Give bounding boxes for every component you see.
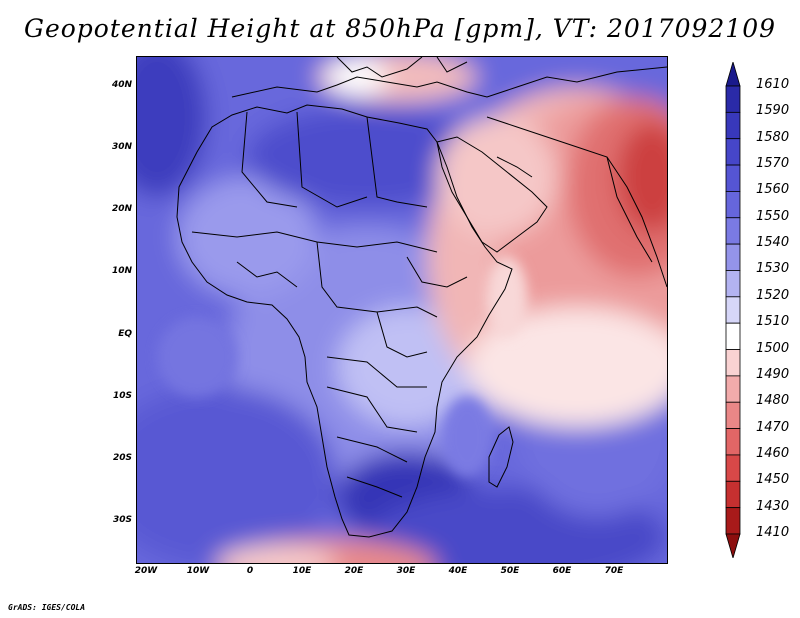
lat-label-20n: 20N [111,204,132,214]
colorbar-swatch [725,85,741,113]
colorbar-swatch [725,507,741,535]
coastlines [176,57,667,538]
colorbar-level-label: 1500 [756,340,790,356]
colorbar-level-label: 1460 [756,445,790,461]
colorbar-bottom-triangle [725,533,741,558]
lon-label-10w: 10W [186,566,210,576]
page-title: Geopotential Height at 850hPa [gpm], VT:… [23,14,777,43]
colorbar-swatch [725,138,741,166]
grads-credit: GrADS: IGES/COLA [8,603,86,612]
colorbar-swatch [725,270,741,298]
lat-label-eq: EQ [118,329,132,339]
lat-label-30n: 30N [111,142,132,152]
colorbar-level-label: 1520 [756,287,790,303]
colorbar-top-triangle [725,62,741,87]
colorbar-level-label: 1550 [756,208,790,224]
lon-label-40e: 40E [448,566,468,576]
lat-label-20s: 20S [112,453,132,463]
lat-label-10s: 10S [112,391,132,401]
colorbar-level-label: 1410 [756,525,790,540]
lat-label-10n: 10N [111,266,132,276]
lon-label-0: 0 [246,566,254,576]
colorbar-swatch [725,401,741,429]
colorbar: 1610 1590 1580 1570 1560 1550 1540 1530 1520 1510… [722,62,800,558]
colorbar-level-label: 1450 [756,472,790,488]
field-shading [137,57,667,563]
lat-label-40n: 40N [111,80,132,90]
colorbar-swatch [725,428,741,456]
lat-label-30s: 30S [112,515,132,525]
lon-label-20e: 20E [344,566,364,576]
colorbar-level-label: 1590 [756,103,790,119]
colorbar-level-label: 1530 [756,261,790,277]
colorbar-level-label: 1510 [756,314,790,330]
field-detail [157,257,527,477]
colorbar-swatch [725,454,741,482]
colorbar-scale [725,62,741,558]
colorbar-level-label: 1490 [756,366,790,382]
colorbar-level-label: 1430 [756,498,790,514]
colorbar-swatch [725,349,741,377]
colorbar-swatch [725,375,741,403]
map-plot [136,56,668,564]
colorbar-swatch [725,217,741,245]
colorbar-level-label: 1560 [756,182,790,198]
colorbar-level-label: 1570 [756,156,790,172]
lon-label-60e: 60E [552,566,572,576]
colorbar-level-label: 1540 [756,235,790,251]
colorbar-level-label: 1580 [756,129,790,145]
colorbar-swatch [725,164,741,192]
colorbar-swatch [725,243,741,271]
colorbar-swatch [725,322,741,350]
lon-label-30e: 30E [396,566,416,576]
colorbar-swatch [725,480,741,509]
colorbar-level-label: 1470 [756,419,790,435]
lon-label-70e: 70E [604,566,624,576]
colorbar-swatch [725,296,741,324]
colorbar-level-label: 1480 [756,393,790,409]
colorbar-level-label: 1610 [756,77,790,92]
lon-label-20w: 20W [134,566,158,576]
colorbar-swatch [725,191,741,219]
geopotential-field [137,57,667,563]
lon-label-10e: 10E [292,566,312,576]
lon-label-50e: 50E [500,566,520,576]
colorbar-swatch [725,111,741,140]
